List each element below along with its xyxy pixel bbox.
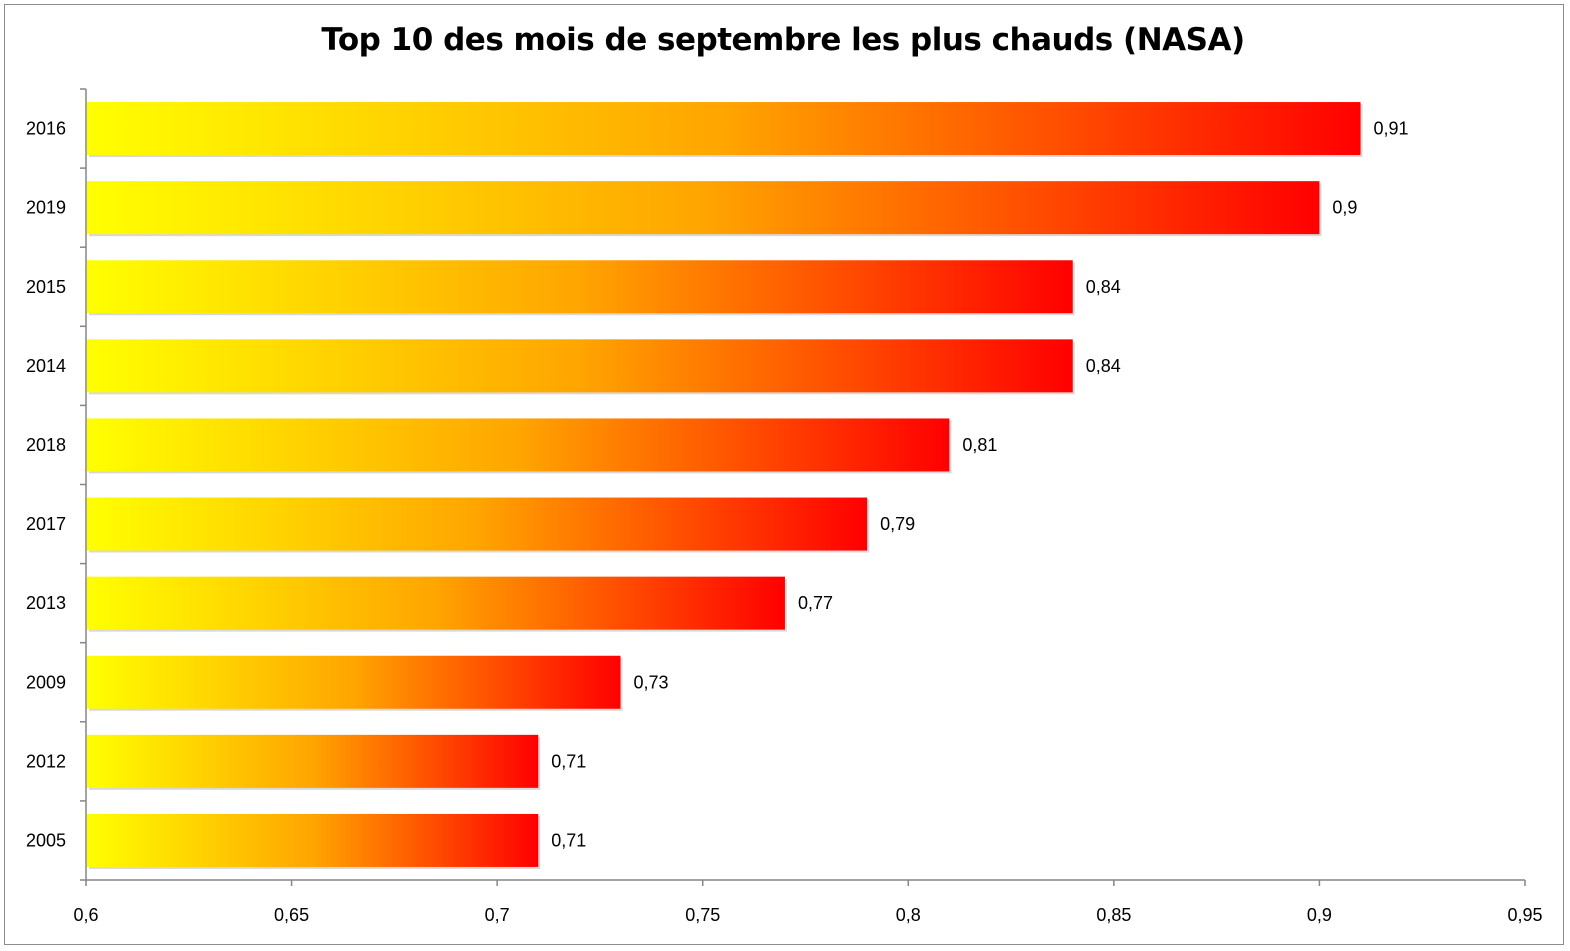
data-label: 0,81 bbox=[962, 435, 997, 455]
bar-2015 bbox=[87, 260, 1073, 314]
y-tick-label: 2018 bbox=[26, 435, 66, 455]
data-label: 0,84 bbox=[1086, 356, 1121, 376]
y-tick-label: 2009 bbox=[26, 672, 66, 692]
y-tick-label: 2005 bbox=[26, 830, 66, 850]
data-label: 0,71 bbox=[551, 830, 586, 850]
bar-2013 bbox=[87, 576, 785, 630]
y-tick-label: 2013 bbox=[26, 593, 66, 613]
y-tick-label: 2016 bbox=[26, 119, 66, 139]
data-label: 0,71 bbox=[551, 751, 586, 771]
bar-2019 bbox=[87, 181, 1320, 235]
bar-2009 bbox=[87, 655, 621, 709]
x-tick-label: 0,85 bbox=[1096, 905, 1131, 925]
data-label: 0,77 bbox=[798, 593, 833, 613]
data-label: 0,79 bbox=[880, 514, 915, 534]
bar-2014 bbox=[87, 339, 1073, 393]
x-tick-label: 0,65 bbox=[274, 905, 309, 925]
x-tick-label: 0,75 bbox=[685, 905, 720, 925]
data-label: 0,84 bbox=[1086, 277, 1121, 297]
bar-2016 bbox=[87, 102, 1361, 156]
y-tick-label: 2014 bbox=[26, 356, 66, 376]
x-tick-label: 0,8 bbox=[896, 905, 921, 925]
data-label: 0,9 bbox=[1332, 198, 1357, 218]
data-label: 0,91 bbox=[1374, 119, 1409, 139]
chart-title: Top 10 des mois de septembre les plus ch… bbox=[321, 22, 1245, 58]
x-tick-label: 0,7 bbox=[485, 905, 510, 925]
x-tick-label: 0,6 bbox=[73, 905, 98, 925]
y-tick-label: 2015 bbox=[26, 277, 66, 297]
bar-2012 bbox=[87, 734, 539, 788]
bar-2018 bbox=[87, 418, 950, 472]
x-tick-label: 0,95 bbox=[1507, 905, 1542, 925]
y-tick-label: 2019 bbox=[26, 198, 66, 218]
y-tick-label: 2017 bbox=[26, 514, 66, 534]
bar-2017 bbox=[87, 497, 868, 551]
x-tick-label: 0,9 bbox=[1307, 905, 1332, 925]
bar-2005 bbox=[87, 813, 539, 867]
data-label: 0,73 bbox=[633, 672, 668, 692]
y-tick-label: 2012 bbox=[26, 751, 66, 771]
